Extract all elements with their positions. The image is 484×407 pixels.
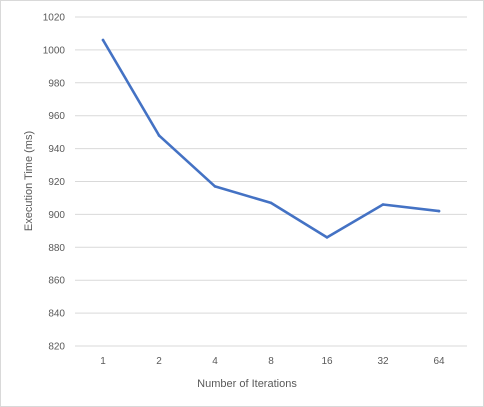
x-tick-label: 8 xyxy=(268,356,274,367)
y-axis-title: Execution Time (ms) xyxy=(23,131,35,231)
x-tick-label: 16 xyxy=(321,356,333,367)
x-tick-label: 32 xyxy=(377,356,389,367)
y-tick-label: 880 xyxy=(48,243,65,254)
y-tick-label: 860 xyxy=(48,276,65,287)
x-tick-label: 64 xyxy=(433,356,445,367)
y-tick-label: 1020 xyxy=(43,13,66,24)
y-axis-ticks: 820 840 860 880 900 920 940 960 980 1000 1020 xyxy=(43,13,66,353)
data-point xyxy=(101,38,105,42)
x-tick-label: 1 xyxy=(100,356,106,367)
series-line xyxy=(101,38,441,239)
x-tick-label: 2 xyxy=(156,356,162,367)
x-axis-ticks: 1 2 4 8 16 32 64 xyxy=(100,356,445,367)
data-point xyxy=(325,236,329,239)
gridlines xyxy=(75,16,467,347)
y-tick-label: 900 xyxy=(48,210,65,221)
data-point xyxy=(381,203,385,206)
series-layer xyxy=(101,38,441,239)
data-point xyxy=(213,185,217,188)
y-tick-label: 940 xyxy=(48,144,65,155)
data-point xyxy=(437,209,441,213)
x-axis-title: Number of Iterations xyxy=(197,378,297,390)
y-tick-label: 820 xyxy=(48,342,65,353)
x-tick-label: 4 xyxy=(212,356,218,367)
data-point xyxy=(269,201,273,205)
y-tick-label: 840 xyxy=(48,309,65,320)
y-tick-label: 980 xyxy=(48,78,65,89)
y-tick-label: 1000 xyxy=(43,45,66,56)
y-tick-label: 920 xyxy=(48,177,65,188)
data-point xyxy=(157,134,161,137)
y-tick-label: 960 xyxy=(48,111,65,122)
